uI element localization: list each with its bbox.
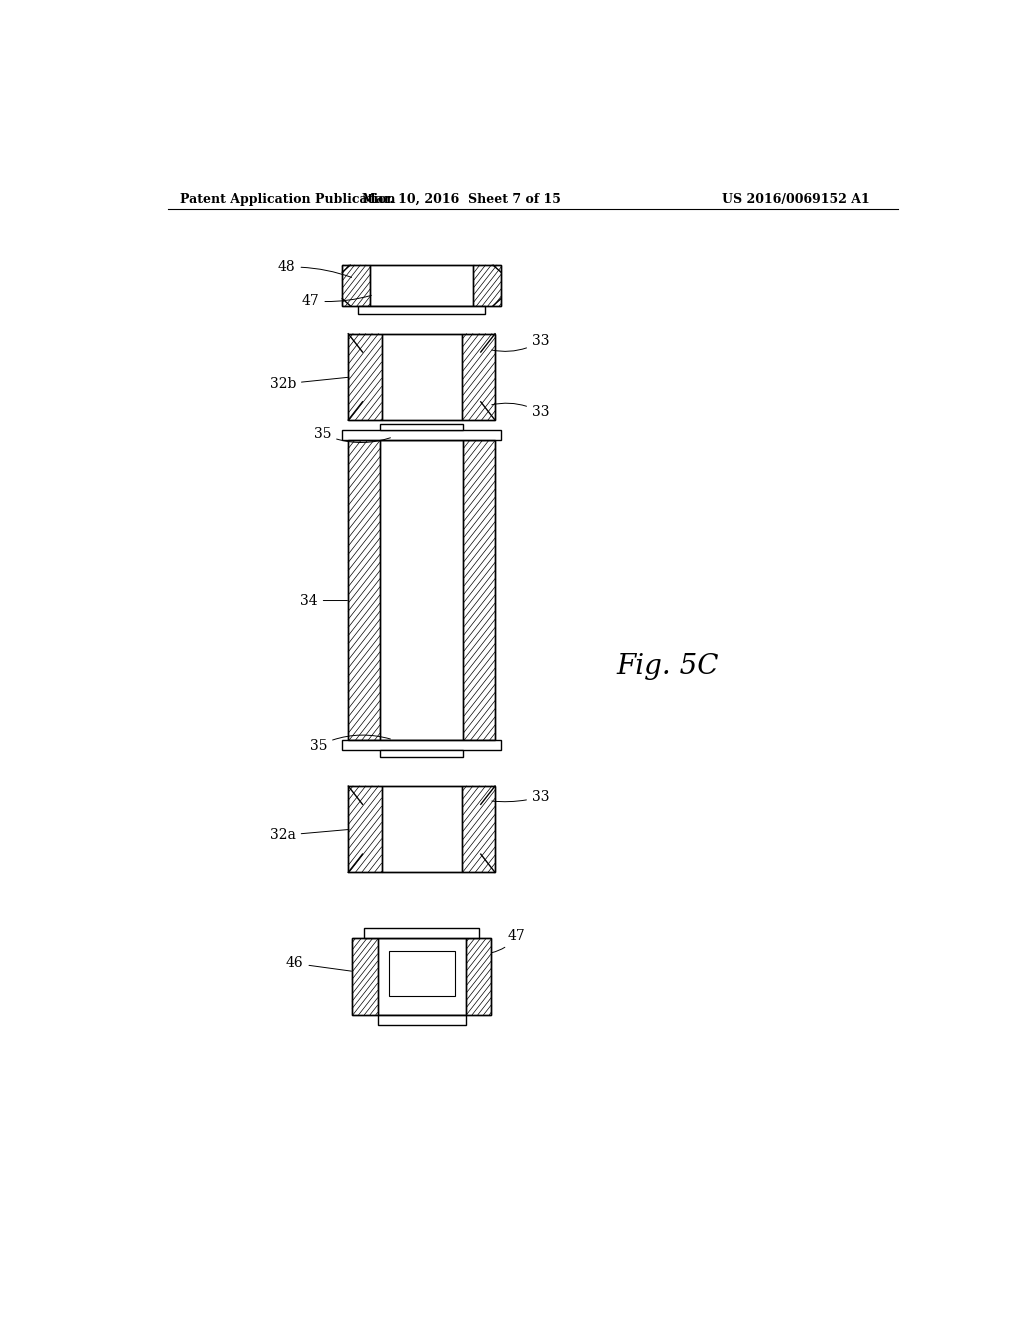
Text: 32b: 32b bbox=[269, 378, 349, 391]
Bar bbox=[388, 950, 455, 997]
Text: 35: 35 bbox=[313, 426, 390, 442]
Bar bbox=[462, 785, 495, 873]
Bar bbox=[365, 928, 479, 939]
Text: 34: 34 bbox=[300, 594, 347, 607]
Bar bbox=[348, 785, 495, 873]
Bar bbox=[358, 306, 485, 314]
Bar bbox=[473, 265, 501, 306]
Bar bbox=[380, 424, 463, 430]
Bar bbox=[342, 265, 501, 306]
Bar bbox=[378, 939, 466, 1015]
Bar bbox=[382, 334, 462, 420]
Text: 47: 47 bbox=[302, 293, 372, 308]
Text: 32a: 32a bbox=[269, 829, 349, 842]
Text: Mar. 10, 2016  Sheet 7 of 15: Mar. 10, 2016 Sheet 7 of 15 bbox=[361, 193, 561, 206]
Bar bbox=[463, 441, 495, 741]
Bar bbox=[348, 334, 382, 420]
Text: Patent Application Publication: Patent Application Publication bbox=[179, 193, 395, 206]
Bar bbox=[382, 785, 462, 873]
Bar bbox=[378, 1015, 466, 1024]
Text: 33: 33 bbox=[492, 334, 550, 351]
Bar bbox=[380, 751, 463, 756]
Bar bbox=[370, 265, 473, 306]
Bar bbox=[348, 334, 495, 420]
Text: 33: 33 bbox=[492, 403, 550, 420]
Text: 33: 33 bbox=[492, 789, 550, 804]
Bar bbox=[380, 441, 463, 741]
Bar bbox=[342, 430, 502, 441]
Text: 47: 47 bbox=[492, 929, 525, 953]
Bar bbox=[342, 265, 370, 306]
Bar bbox=[352, 939, 378, 1015]
Text: Fig. 5C: Fig. 5C bbox=[616, 653, 719, 680]
Text: 35: 35 bbox=[309, 735, 390, 752]
Text: US 2016/0069152 A1: US 2016/0069152 A1 bbox=[722, 193, 870, 206]
Text: 48: 48 bbox=[278, 260, 351, 277]
Bar bbox=[466, 939, 492, 1015]
Bar bbox=[352, 939, 492, 1015]
Bar bbox=[342, 741, 502, 751]
Bar bbox=[348, 441, 495, 741]
Bar bbox=[348, 785, 382, 873]
Bar bbox=[462, 334, 495, 420]
Text: 46: 46 bbox=[286, 957, 351, 972]
Bar bbox=[348, 441, 380, 741]
